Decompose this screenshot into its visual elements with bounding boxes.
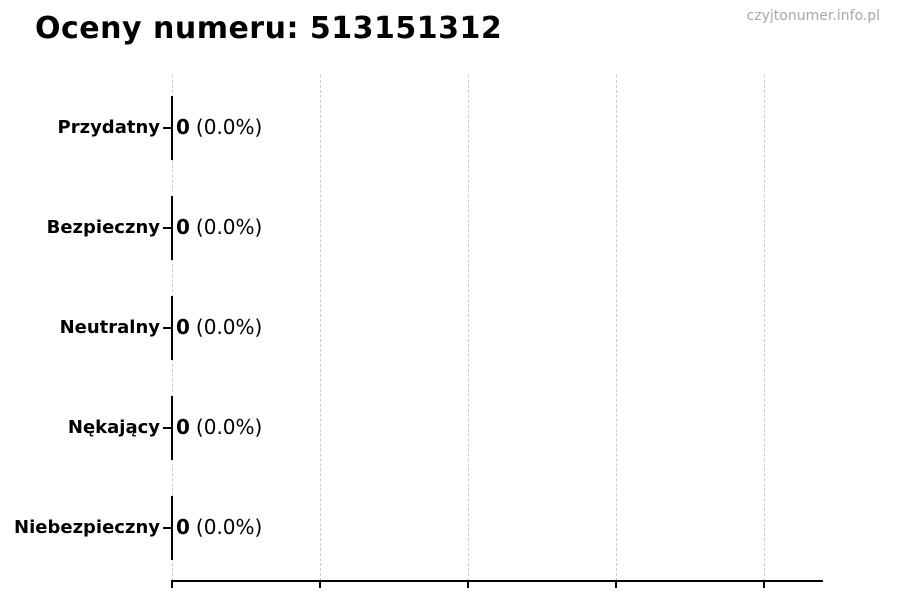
value-count: 0 [176,315,190,339]
y-axis-tick [163,427,171,429]
value-label: 0 (0.0%) [176,515,262,539]
value-percent: (0.0%) [195,515,263,539]
bar-zero-width [171,496,173,560]
value-percent: (0.0%) [195,215,263,239]
gridline [468,75,469,581]
value-count: 0 [176,515,190,539]
value-count: 0 [176,415,190,439]
category-label: Przydatny [57,117,160,138]
watermark-text: czyjtonumer.info.pl [746,8,880,24]
value-percent: (0.0%) [195,415,263,439]
value-label: 0 (0.0%) [176,315,262,339]
value-label: 0 (0.0%) [176,215,262,239]
x-axis-tick [171,582,173,588]
gridline [616,75,617,581]
bar-zero-width [171,396,173,460]
category-label: Nękający [67,417,160,438]
category-label: Neutralny [59,317,160,338]
bar-zero-width [171,296,173,360]
x-axis-tick [615,582,617,588]
y-axis-tick [163,527,171,529]
y-axis-tick [163,127,171,129]
bar-zero-width [171,96,173,160]
y-axis-tick [163,327,171,329]
category-label: Bezpieczny [46,217,160,238]
x-axis-line [171,580,823,582]
value-count: 0 [176,115,190,139]
y-axis-tick [163,227,171,229]
chart-title: Oceny numeru: 513151312 [35,11,503,46]
bar-zero-width [171,196,173,260]
value-count: 0 [176,215,190,239]
value-label: 0 (0.0%) [176,115,262,139]
value-percent: (0.0%) [195,315,263,339]
value-label: 0 (0.0%) [176,415,262,439]
x-axis-tick [763,582,765,588]
category-label: Niebezpieczny [14,517,160,538]
gridline [764,75,765,581]
value-percent: (0.0%) [195,115,263,139]
x-axis-tick [467,582,469,588]
gridline [320,75,321,581]
x-axis-tick [319,582,321,588]
